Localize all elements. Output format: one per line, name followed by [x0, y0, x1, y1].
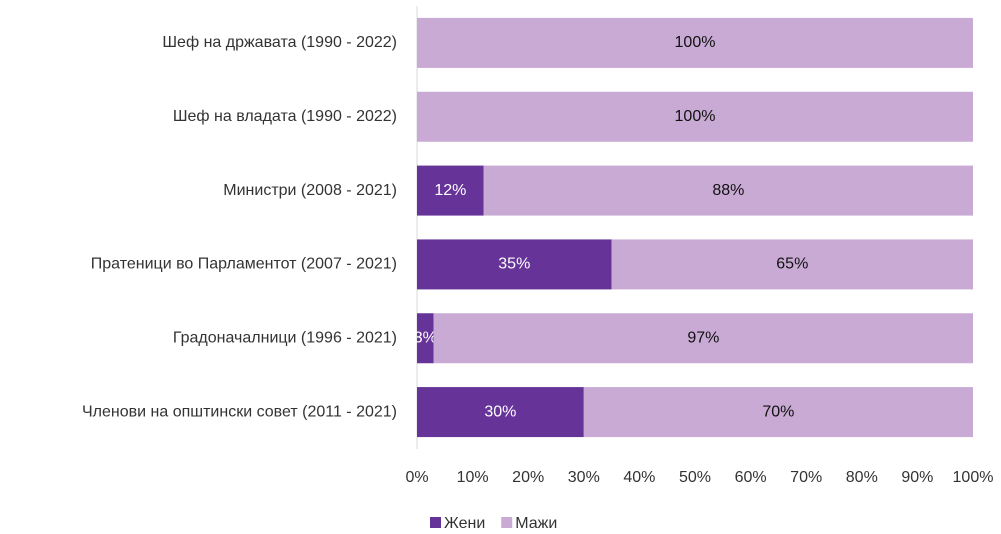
- bar-segment: [417, 313, 434, 364]
- legend-label: Жени: [444, 515, 485, 532]
- x-tick-label: 60%: [735, 469, 767, 486]
- y-tick-label: Министри (2008 - 2021): [223, 182, 397, 199]
- data-label: 97%: [687, 329, 719, 346]
- data-label: 100%: [675, 34, 716, 51]
- y-tick-label: Шеф на владата (1990 - 2022): [173, 108, 397, 125]
- legend-label: Мажи: [515, 515, 557, 532]
- bar-segment: [583, 387, 973, 438]
- data-label: 35%: [498, 256, 530, 273]
- legend-swatch: [501, 517, 513, 528]
- bar-segment: [433, 313, 973, 364]
- x-tick-label: 90%: [901, 469, 933, 486]
- legend-swatch: [430, 517, 441, 528]
- bar-segment: [417, 91, 973, 142]
- y-tick-label: Членови на општински совет (2011 - 2021): [82, 403, 397, 420]
- data-label: 3%: [414, 329, 437, 346]
- x-tick-label: 40%: [623, 469, 655, 486]
- y-tick-label: Шеф на државата (1990 - 2022): [162, 34, 397, 51]
- data-label: 30%: [484, 403, 516, 420]
- x-tick-label: 0%: [405, 469, 428, 486]
- x-tick-label: 10%: [457, 469, 489, 486]
- bar-segment: [417, 165, 484, 216]
- bar-segment: [483, 165, 973, 216]
- x-tick-label: 70%: [790, 469, 822, 486]
- y-tick-label: Пратеници во Парламентот (2007 - 2021): [91, 256, 397, 273]
- data-label: 65%: [776, 256, 808, 273]
- bar-segment: [611, 239, 973, 290]
- data-label: 88%: [712, 182, 744, 199]
- x-tick-label: 20%: [512, 469, 544, 486]
- bar-segment: [417, 239, 612, 290]
- data-label: 100%: [675, 108, 716, 125]
- x-tick-label: 100%: [953, 469, 994, 486]
- y-tick-label: Градоначалници (1996 - 2021): [173, 329, 397, 346]
- bar-segment: [417, 387, 584, 438]
- bar-segment: [417, 17, 973, 68]
- x-tick-label: 30%: [568, 469, 600, 486]
- x-tick-label: 50%: [679, 469, 711, 486]
- x-tick-label: 80%: [846, 469, 878, 486]
- data-label: 12%: [434, 182, 466, 199]
- data-label: 70%: [762, 403, 794, 420]
